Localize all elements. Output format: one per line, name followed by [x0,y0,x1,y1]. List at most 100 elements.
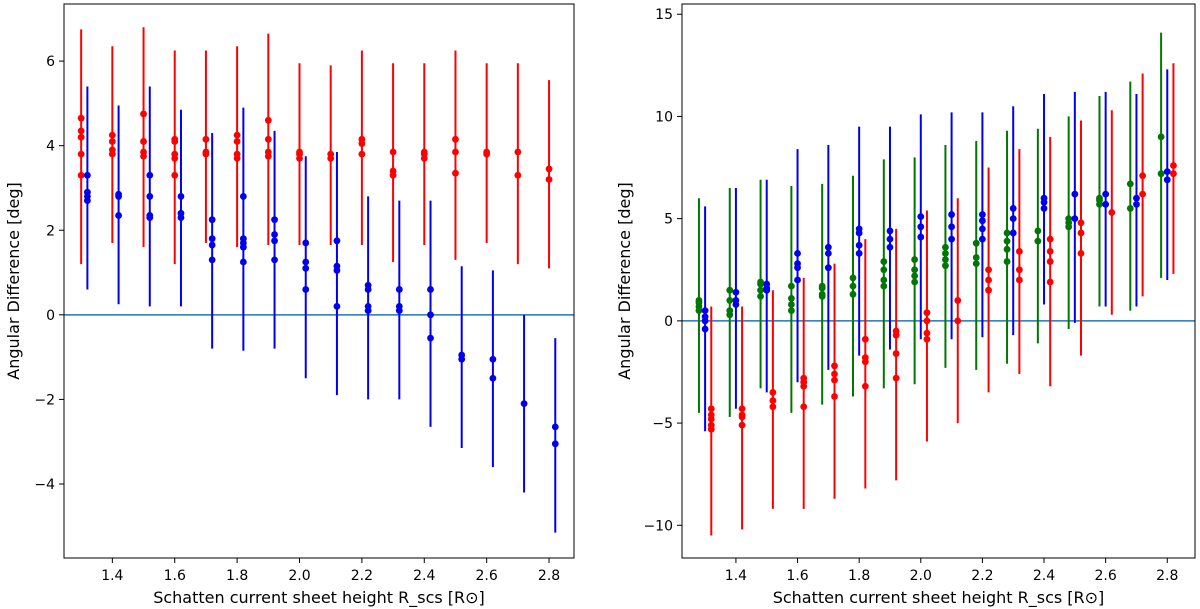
data-point [769,389,777,396]
data-point [1009,205,1017,212]
data-point [208,256,216,264]
data-point [794,250,801,257]
data-point [514,148,522,156]
data-point [146,171,154,179]
data-point [1071,215,1079,223]
data-point [458,355,466,363]
data-point [707,405,715,413]
data-point [861,354,869,362]
data-point [1046,258,1054,265]
data-point [855,250,863,257]
data-point [818,290,826,298]
data-point [77,127,85,135]
data-point [1102,200,1110,208]
data-point [1046,247,1054,255]
data-point [271,256,278,264]
data-point [701,313,709,321]
data-point [794,260,801,268]
data-point [763,280,771,288]
x-tick-label: 1.6 [786,568,808,584]
y-tick-label: 10 [655,109,673,125]
data-point [818,282,826,290]
data-point [77,114,85,122]
y-tick-label: 5 [664,212,673,228]
data-point [695,297,703,304]
data-point [1015,276,1023,284]
data-point [738,405,746,413]
data-point [489,374,497,382]
data-point [787,294,795,302]
data-point [140,110,147,118]
data-point [427,286,434,293]
data-point [911,266,919,274]
data-point [948,223,955,231]
data-point [271,237,278,245]
data-point [886,235,894,243]
y-tick-label: −2 [34,392,55,408]
data-point [1163,176,1171,184]
data-point [1139,172,1147,180]
data-point [1126,180,1134,188]
y-axis-label: Angular Difference [deg] [4,182,23,380]
data-point [177,193,185,200]
data-point [358,150,366,158]
data-point [880,282,888,290]
data-point [1034,237,1042,245]
data-point [948,211,955,218]
data-point [972,260,980,268]
data-point [427,334,434,342]
data-point [364,281,372,289]
x-axis-label: Schatten current sheet height R_scs [R⊙] [153,588,485,608]
data-point [1034,227,1042,235]
data-point [1157,133,1165,141]
data-point [264,135,272,143]
data-point [1040,194,1048,202]
data-point [732,288,740,296]
data-point [545,165,553,173]
data-point [923,309,931,317]
data-point [83,188,91,196]
data-point [233,131,241,139]
data-point [948,235,955,243]
data-point [239,193,247,200]
data-point [849,274,857,282]
data-point [420,148,428,156]
series-1 [83,86,559,533]
x-tick-label: 2.2 [351,568,373,584]
data-point [296,148,303,156]
data-point [140,148,147,156]
data-point [452,148,459,156]
data-point [855,225,863,233]
data-point [77,133,85,141]
data-point [911,278,919,286]
data-point [108,146,116,154]
data-point [917,213,925,221]
data-point [787,307,795,315]
axes-frame [63,3,575,559]
x-tick-label: 1.8 [848,568,870,584]
data-point [395,302,403,310]
y-tick-label: 15 [655,7,673,23]
data-point [452,169,459,177]
data-point [233,138,241,145]
data-point [849,290,857,298]
y-tick-label: 4 [46,139,55,155]
data-point [1096,194,1103,202]
axes-frame [681,3,1196,559]
series-2 [707,63,1177,536]
data-point [972,239,980,247]
data-point [171,135,179,143]
x-tick-label: 2.6 [1095,568,1117,584]
data-point [208,235,216,243]
x-tick-label: 2.8 [1156,568,1178,584]
data-point [1003,245,1011,253]
data-point [271,216,278,224]
x-tick-label: 1.4 [101,568,123,584]
x-tick-label: 2.0 [288,568,310,584]
data-point [452,135,459,143]
data-point [395,286,403,293]
data-point [208,241,216,249]
series-0 [695,32,1165,417]
x-tick-label: 2.0 [910,568,932,584]
